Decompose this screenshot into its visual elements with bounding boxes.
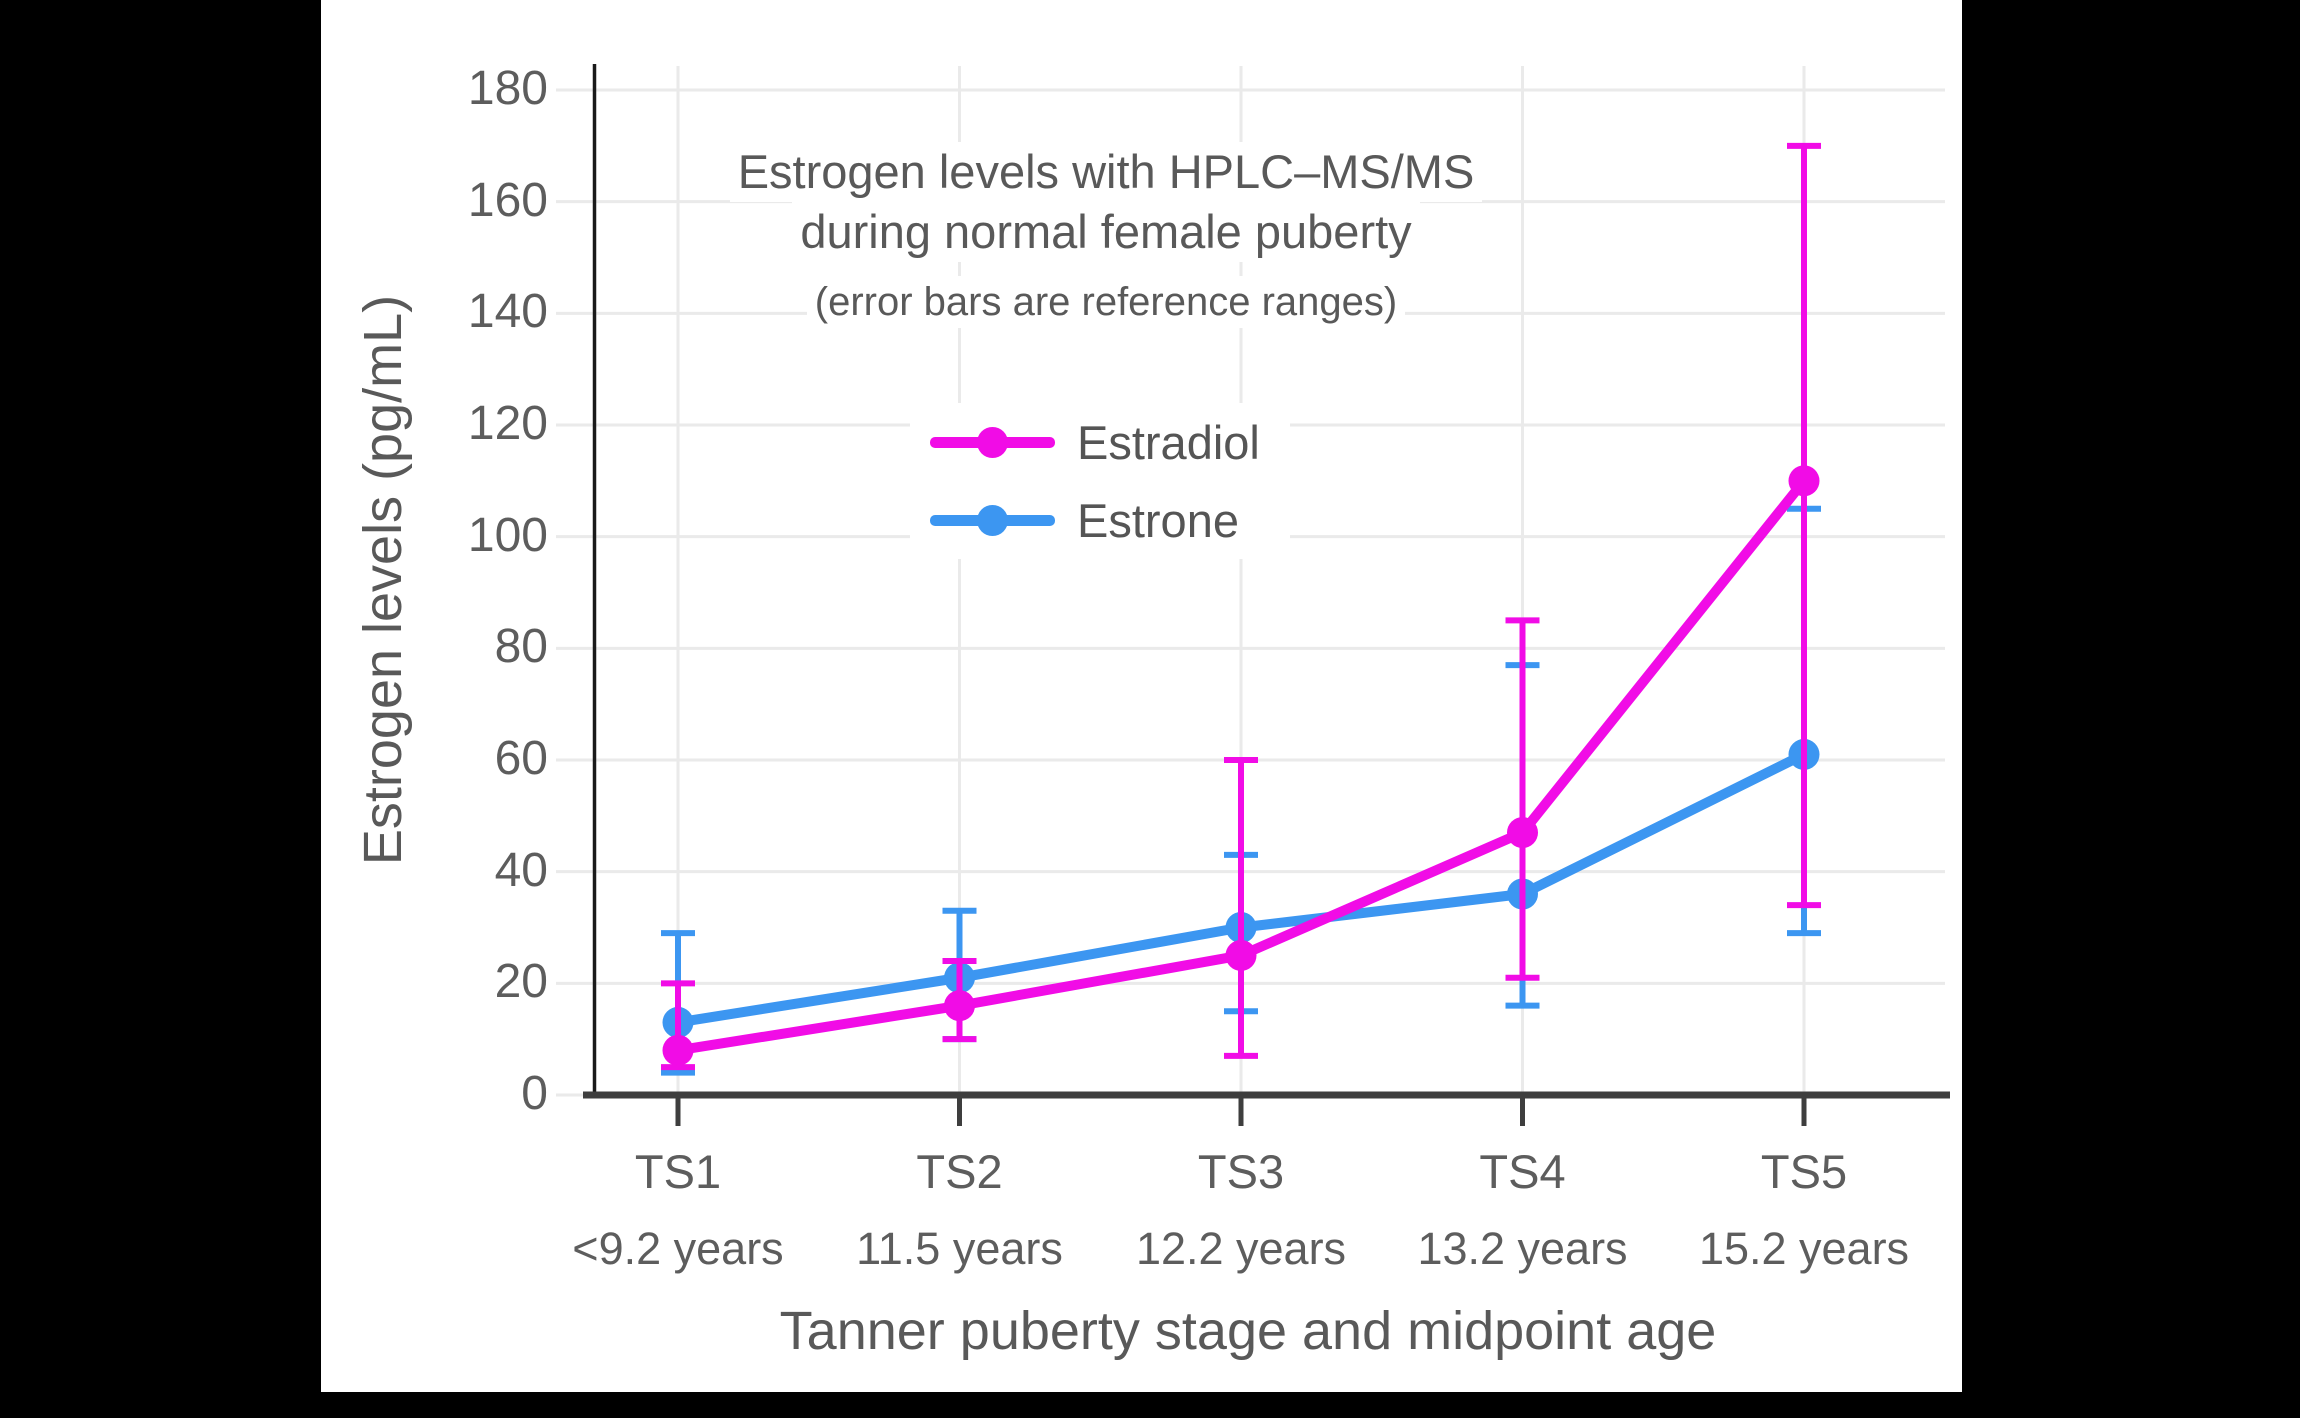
x-tick-label: TS3 bbox=[1197, 1145, 1285, 1198]
y-tick-label: 180 bbox=[467, 62, 548, 115]
x-tick-label: TS5 bbox=[1760, 1145, 1848, 1198]
y-tick-label: 0 bbox=[521, 1067, 548, 1120]
y-tick-label: 120 bbox=[467, 397, 548, 450]
legend-label: Estrone bbox=[1077, 493, 1239, 547]
data-point-estradiol bbox=[1507, 817, 1538, 849]
x-tick-age-label: 13.2 years bbox=[1417, 1223, 1628, 1274]
y-tick-label: 140 bbox=[467, 285, 548, 339]
legend-dot-icon bbox=[977, 426, 1008, 458]
x-tick-label: TS4 bbox=[1479, 1145, 1566, 1198]
x-axis-title: Tanner puberty stage and midpoint age bbox=[779, 1301, 1717, 1361]
legend-item-estradiol: Estradiol bbox=[910, 403, 1290, 481]
x-tick-label: TS2 bbox=[916, 1145, 1003, 1198]
legend-swatch bbox=[930, 426, 1055, 458]
legend-label: Estradiol bbox=[1077, 415, 1260, 469]
legend-dot-icon bbox=[977, 504, 1008, 536]
y-tick-label: 160 bbox=[467, 173, 548, 227]
y-tick-label: 20 bbox=[494, 955, 548, 1009]
y-tick-label: 100 bbox=[467, 508, 548, 562]
x-tick-age-label: 15.2 years bbox=[1698, 1223, 1910, 1274]
data-point-estradiol bbox=[944, 990, 975, 1022]
x-tick-age-label: <9.2 years bbox=[572, 1223, 784, 1274]
data-point-estradiol bbox=[662, 1034, 694, 1066]
legend-swatch bbox=[930, 504, 1055, 536]
y-tick-label: 40 bbox=[494, 843, 548, 897]
chart-subtitle: (error bars are reference ranges) bbox=[806, 276, 1406, 328]
x-tick-age-label: 11.5 years bbox=[856, 1223, 1063, 1274]
data-point-estradiol bbox=[1225, 939, 1257, 971]
chart-title: Estrogen levels with HPLC–MS/MS during n… bbox=[456, 142, 1756, 328]
chart-title-line1: Estrogen levels with HPLC–MS/MS bbox=[729, 142, 1483, 202]
legend: Estradiol Estrone bbox=[910, 403, 1290, 559]
y-tick-label: 80 bbox=[494, 620, 548, 674]
x-tick-age-label: 12.2 years bbox=[1135, 1223, 1347, 1274]
legend-item-estrone: Estrone bbox=[910, 481, 1290, 559]
chart-title-line2: during normal female puberty bbox=[792, 202, 1420, 262]
x-tick-label: TS1 bbox=[634, 1145, 722, 1198]
y-tick-label: 60 bbox=[494, 732, 548, 785]
data-point-estradiol bbox=[1788, 465, 1820, 497]
